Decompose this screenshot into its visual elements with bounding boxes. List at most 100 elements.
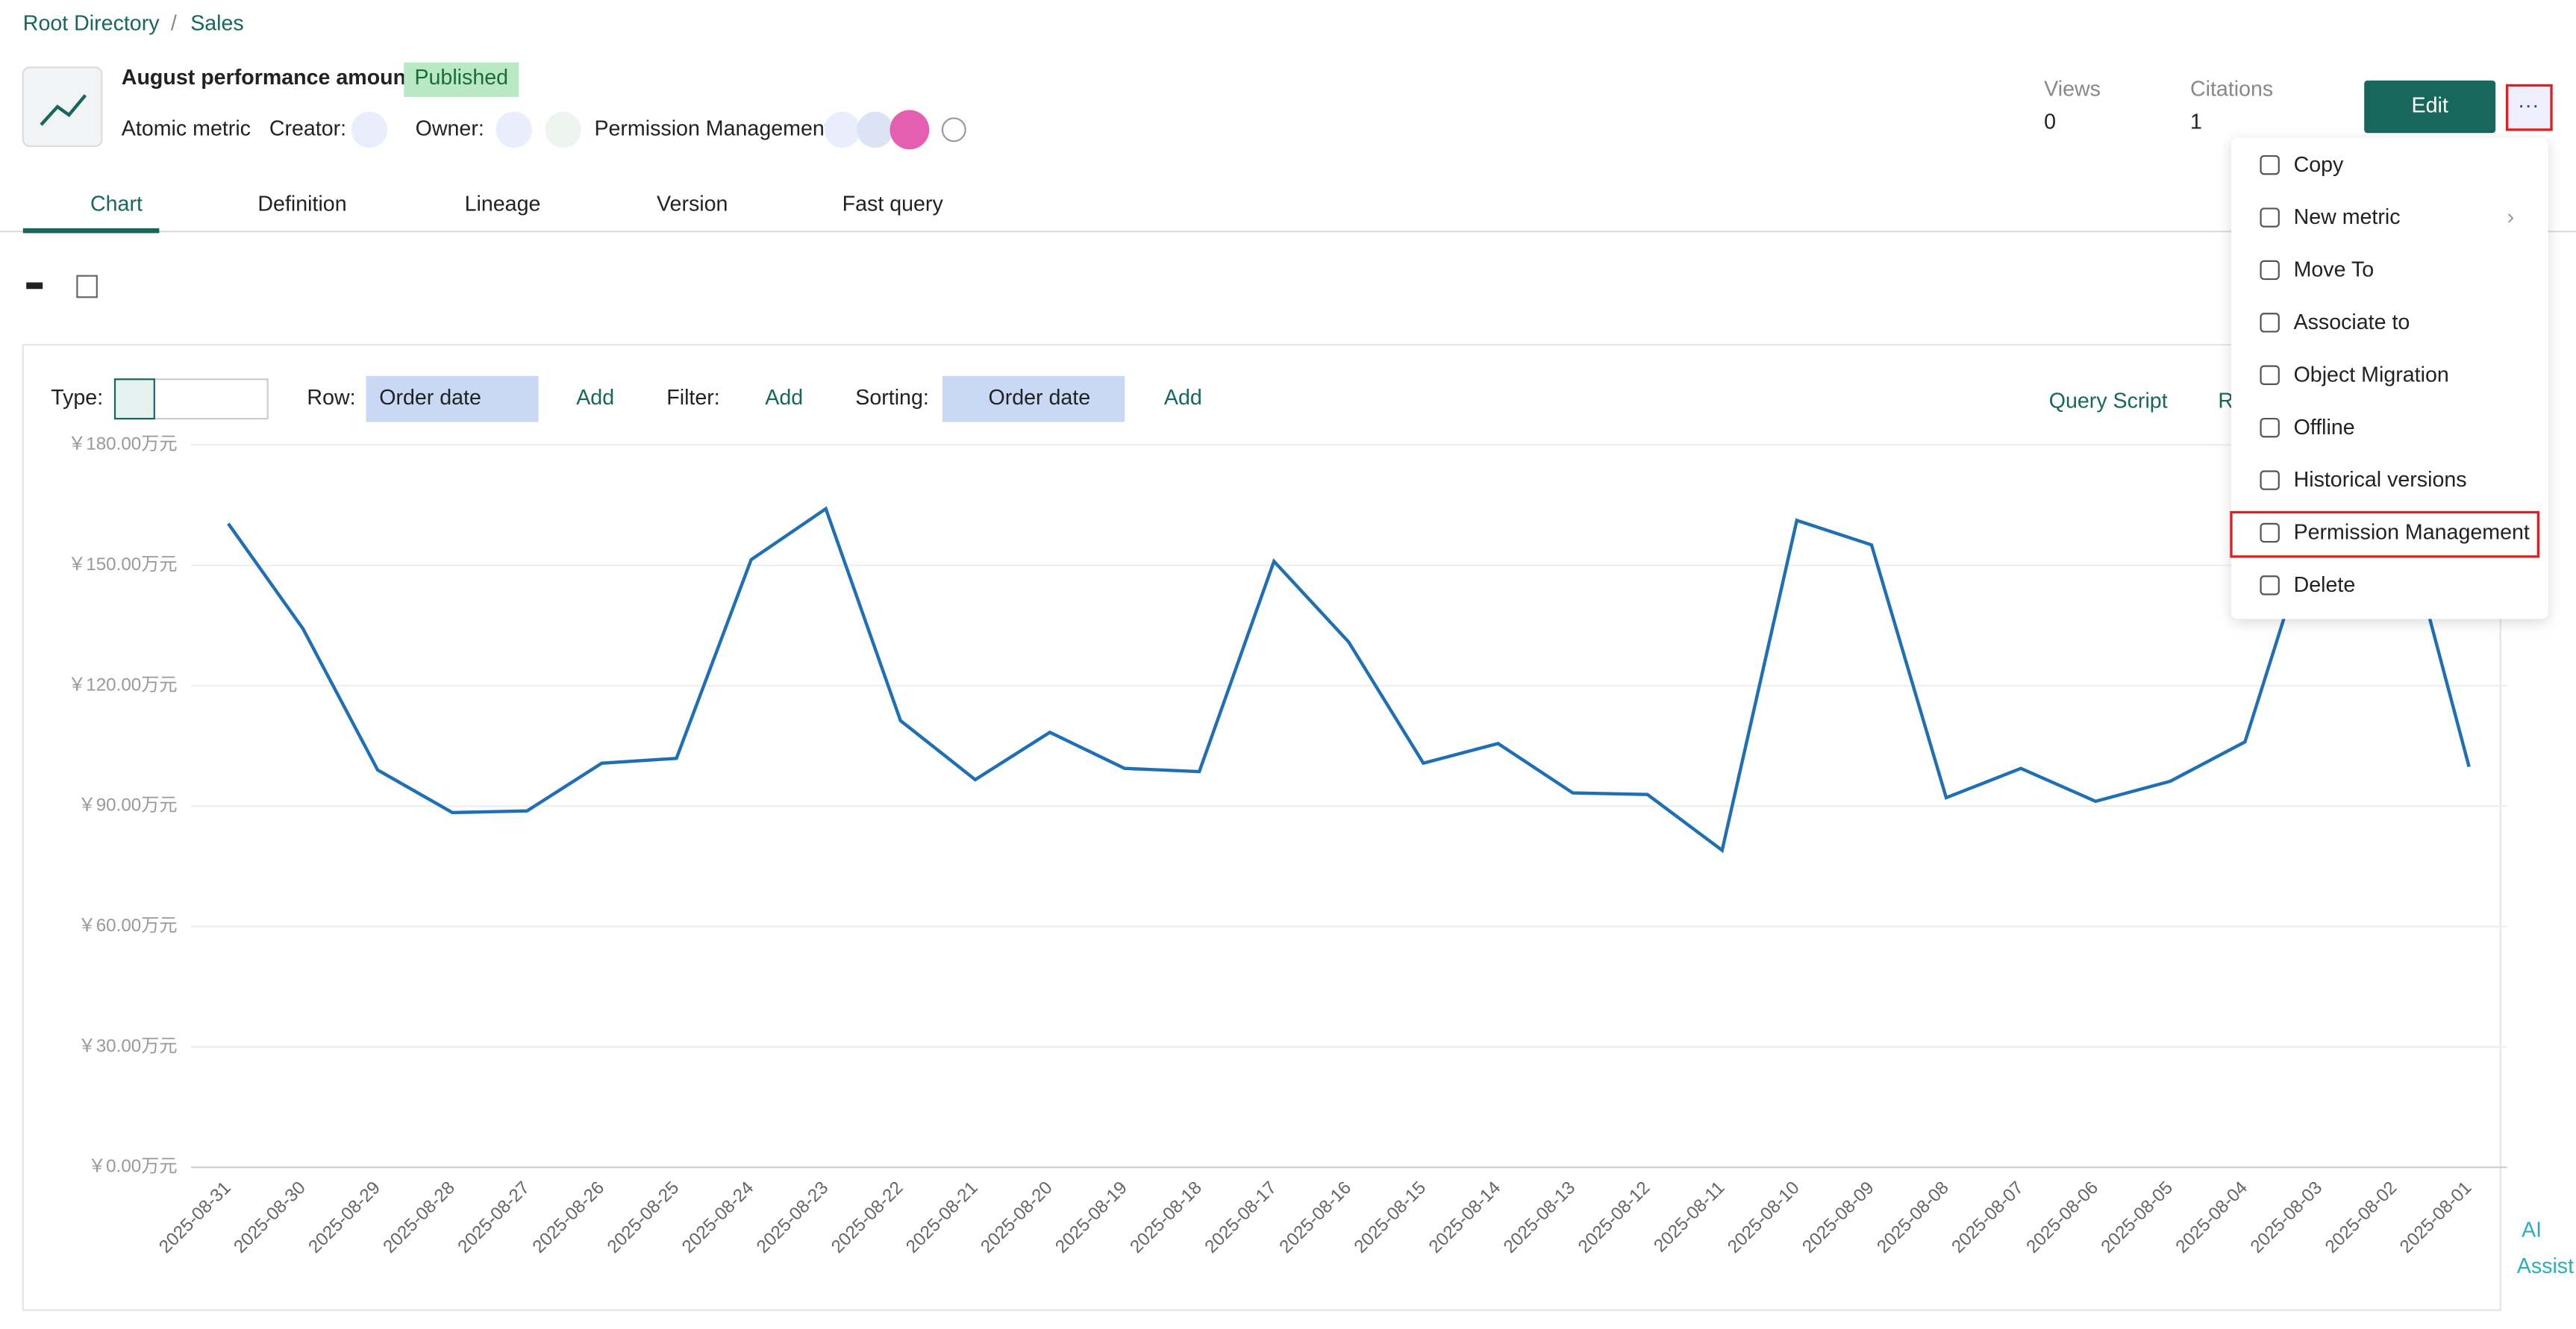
menu-item[interactable]: Move To bbox=[2294, 258, 2375, 282]
menu-icon bbox=[2260, 154, 2280, 175]
edit-button[interactable] bbox=[2364, 80, 2496, 134]
ai-label[interactable]: Assist bbox=[2517, 1254, 2574, 1278]
x-tick-label: 2025-08-29 bbox=[304, 1178, 384, 1257]
menu-item[interactable]: Object Migration bbox=[2294, 363, 2449, 387]
query-script[interactable]: Query Script bbox=[2049, 390, 2168, 413]
metric-icon bbox=[22, 66, 103, 147]
y-tick-label: ￥120.00万元 bbox=[68, 675, 178, 695]
menu-icon bbox=[2260, 313, 2280, 333]
label: Citations bbox=[2190, 78, 2273, 101]
menu-item[interactable]: Permission Management bbox=[2294, 521, 2530, 545]
label: Filter: bbox=[666, 386, 719, 410]
row-tag[interactable] bbox=[366, 375, 539, 422]
x-tick-label: 2025-08-07 bbox=[1948, 1178, 2028, 1257]
label: Type: bbox=[51, 386, 103, 410]
menu-icon bbox=[2260, 260, 2280, 281]
x-tick-label: 2025-08-04 bbox=[2172, 1178, 2252, 1257]
highlight bbox=[2230, 510, 2540, 558]
label: Row: bbox=[307, 386, 355, 410]
menu-icon bbox=[2260, 522, 2280, 543]
x-tick-label: 2025-08-03 bbox=[2247, 1178, 2327, 1257]
x-tick-label: 2025-08-16 bbox=[1275, 1178, 1355, 1257]
x-tick-label: 2025-08-06 bbox=[2022, 1178, 2102, 1257]
status: Published bbox=[414, 66, 508, 90]
x-tick-label: 2025-08-21 bbox=[902, 1178, 982, 1257]
label: Views bbox=[2044, 78, 2101, 101]
x-tick-label: 2025-08-31 bbox=[155, 1178, 235, 1257]
edit-icon[interactable] bbox=[76, 275, 98, 298]
x-tick-label: 2025-08-19 bbox=[1051, 1178, 1131, 1257]
label: Creator: bbox=[269, 116, 346, 140]
y-tick-label: ￥150.00万元 bbox=[68, 554, 178, 575]
x-tick-label: 2025-08-24 bbox=[678, 1178, 758, 1257]
y-tick-label: ￥30.00万元 bbox=[78, 1036, 178, 1056]
tab[interactable]: Version bbox=[657, 193, 728, 216]
add[interactable]: Add bbox=[765, 386, 803, 410]
x-tick-label: 2025-08-13 bbox=[1500, 1178, 1580, 1257]
separator: / bbox=[171, 12, 177, 36]
menu-item[interactable]: Associate to bbox=[2294, 310, 2410, 334]
x-tick-label: 2025-08-05 bbox=[2097, 1178, 2177, 1257]
sort-tag[interactable] bbox=[942, 375, 1125, 422]
menu-panel bbox=[2230, 137, 2548, 619]
menu-icon bbox=[2260, 365, 2280, 385]
menu-item[interactable]: Copy bbox=[2294, 153, 2344, 177]
add-icon[interactable] bbox=[941, 117, 966, 143]
submenu-arrow: › bbox=[2507, 205, 2515, 229]
x-tick-label: 2025-08-30 bbox=[230, 1178, 310, 1257]
y-tick-label: ￥90.00万元 bbox=[78, 795, 178, 816]
menu-item[interactable]: Delete bbox=[2294, 573, 2356, 597]
breadcrumb[interactable]: Root Directory bbox=[23, 12, 160, 36]
menu-icon bbox=[2260, 470, 2280, 490]
label: Sorting: bbox=[855, 386, 929, 410]
more-label: ··· bbox=[2518, 94, 2539, 118]
add[interactable]: Add bbox=[1164, 386, 1202, 410]
avatar[interactable] bbox=[890, 110, 930, 150]
tag-text: Order date bbox=[988, 386, 1090, 410]
refresh[interactable]: R bbox=[2218, 390, 2233, 413]
x-tick-label: 2025-08-15 bbox=[1351, 1178, 1431, 1257]
x-tick-label: 2025-08-23 bbox=[753, 1178, 833, 1257]
x-tick-label: 2025-08-11 bbox=[1650, 1178, 1728, 1256]
x-tick-label: 2025-08-14 bbox=[1425, 1178, 1505, 1257]
y-tick-label: ￥180.00万元 bbox=[68, 434, 178, 454]
add[interactable]: Add bbox=[576, 386, 614, 410]
x-tick-label: 2025-08-22 bbox=[828, 1178, 907, 1257]
x-tick-label: 2025-08-18 bbox=[1126, 1178, 1206, 1257]
avatar[interactable] bbox=[545, 111, 581, 148]
avatar[interactable] bbox=[351, 111, 388, 148]
avatar[interactable] bbox=[824, 111, 860, 148]
y-tick-label: ￥0.00万元 bbox=[88, 1157, 178, 1177]
avatar[interactable] bbox=[857, 111, 893, 148]
more-button[interactable] bbox=[2505, 84, 2553, 131]
menu-item[interactable]: New metric bbox=[2294, 205, 2401, 229]
chart-panel bbox=[22, 343, 2501, 1311]
tab[interactable]: Definition bbox=[257, 193, 346, 216]
tab[interactable]: Fast query bbox=[842, 193, 944, 216]
title: August performance amount bbox=[122, 66, 413, 90]
y-tick-label: ￥60.00万元 bbox=[78, 916, 178, 936]
value: 1 bbox=[2190, 110, 2202, 134]
type-line[interactable] bbox=[113, 378, 155, 420]
x-tick-label: 2025-08-09 bbox=[1798, 1178, 1878, 1257]
x-tick-label: 2025-08-17 bbox=[1201, 1178, 1281, 1257]
series-line bbox=[227, 483, 2471, 854]
tab[interactable]: Lineage bbox=[465, 193, 541, 216]
x-tick-label: 2025-08-01 bbox=[2396, 1178, 2476, 1257]
status-badge bbox=[404, 62, 519, 97]
menu-item[interactable]: Historical versions bbox=[2294, 468, 2467, 492]
tag-text: Order date bbox=[379, 386, 481, 410]
ai-label[interactable]: AI bbox=[2522, 1219, 2542, 1242]
label: Permission Management: bbox=[594, 116, 836, 140]
tab[interactable]: Chart bbox=[90, 193, 143, 216]
avatar[interactable] bbox=[495, 111, 532, 148]
menu-icon bbox=[2260, 207, 2280, 228]
breadcrumb[interactable]: Sales bbox=[190, 12, 244, 36]
x-tick-label: 2025-08-12 bbox=[1575, 1178, 1654, 1257]
menu-item[interactable]: Offline bbox=[2294, 416, 2355, 440]
menu-icon bbox=[2260, 417, 2280, 438]
x-tick-label: 2025-08-02 bbox=[2322, 1178, 2401, 1257]
x-tick-label: 2025-08-20 bbox=[977, 1178, 1057, 1257]
